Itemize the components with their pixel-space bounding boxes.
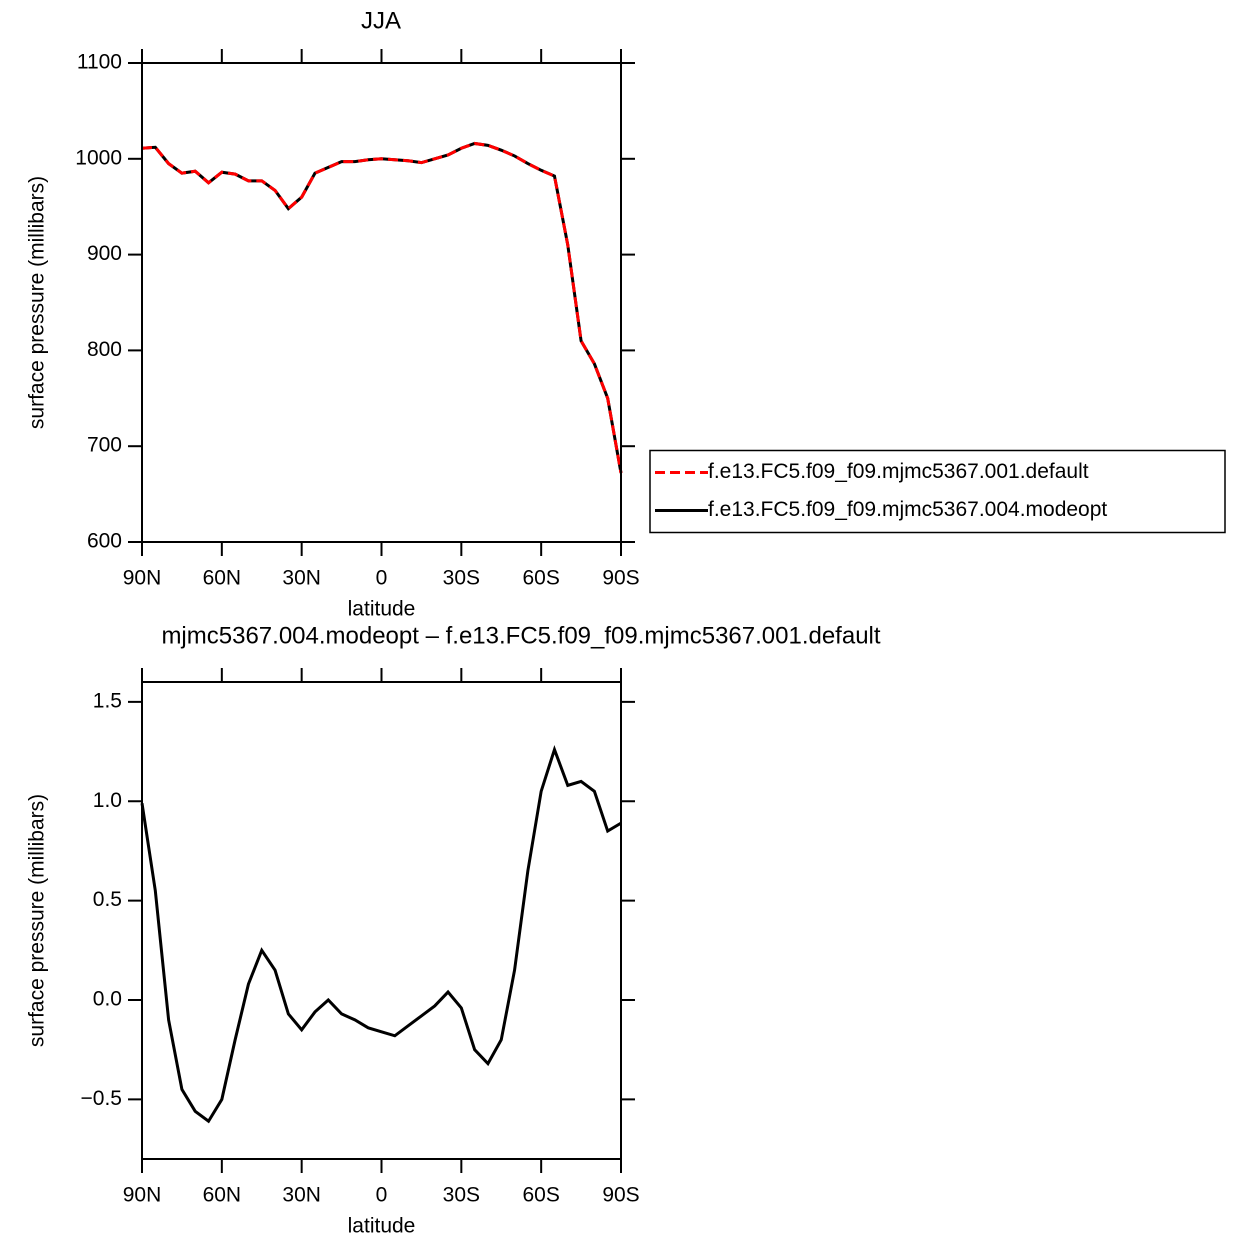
y-tick-label: 1100 [77,51,122,74]
x-tick-label: 90N [123,1184,162,1207]
y-tick-label: 0.5 [93,888,122,911]
chart-title: mjmc5367.004.modeopt – f.e13.FC5.f09_f09… [161,622,880,649]
x-tick-label: 30S [443,567,480,590]
data-line [141,141,623,474]
x-tick-label: 30N [282,1184,321,1207]
plot-frame [141,62,622,543]
x-tick-label: 60N [203,567,242,590]
x-axis-label: latitude [348,1215,416,1238]
y-tick-label: 600 [87,530,122,553]
data-line [140,744,622,1124]
y-tick-label: 0.0 [93,988,122,1011]
x-tick-label: 0 [376,1184,388,1207]
x-tick-label: 0 [376,567,388,590]
y-tick-label: 1000 [75,146,122,169]
y-tick-label: 1.5 [93,689,122,712]
x-tick-label: 60S [522,1184,559,1207]
y-tick-label: 800 [87,338,122,361]
data-line [141,141,623,474]
y-tick-label: 1.0 [93,789,122,812]
legend-box [649,449,1226,534]
x-tick-label: 60N [203,1184,242,1207]
x-tick-label: 90S [602,567,639,590]
x-tick-label: 30N [282,567,321,590]
x-axis-label: latitude [348,598,416,621]
y-tick-label: −0.5 [81,1087,122,1110]
legend-label: f.e13.FC5.f09_f09.mjmc5367.004.modeopt [708,498,1107,521]
x-tick-label: 90S [602,1184,639,1207]
chart-title: JJA [361,7,401,34]
y-tick-label: 700 [87,434,122,457]
y-axis-label: surface pressure (millibars) [26,176,49,429]
plot-frame [141,681,622,1160]
x-tick-label: 30S [443,1184,480,1207]
x-tick-label: 90N [123,567,162,590]
legend-label: f.e13.FC5.f09_f09.mjmc5367.001.default [708,460,1089,483]
y-axis-label: surface pressure (millibars) [26,794,49,1047]
y-tick-label: 900 [87,242,122,265]
x-tick-label: 60S [522,567,559,590]
